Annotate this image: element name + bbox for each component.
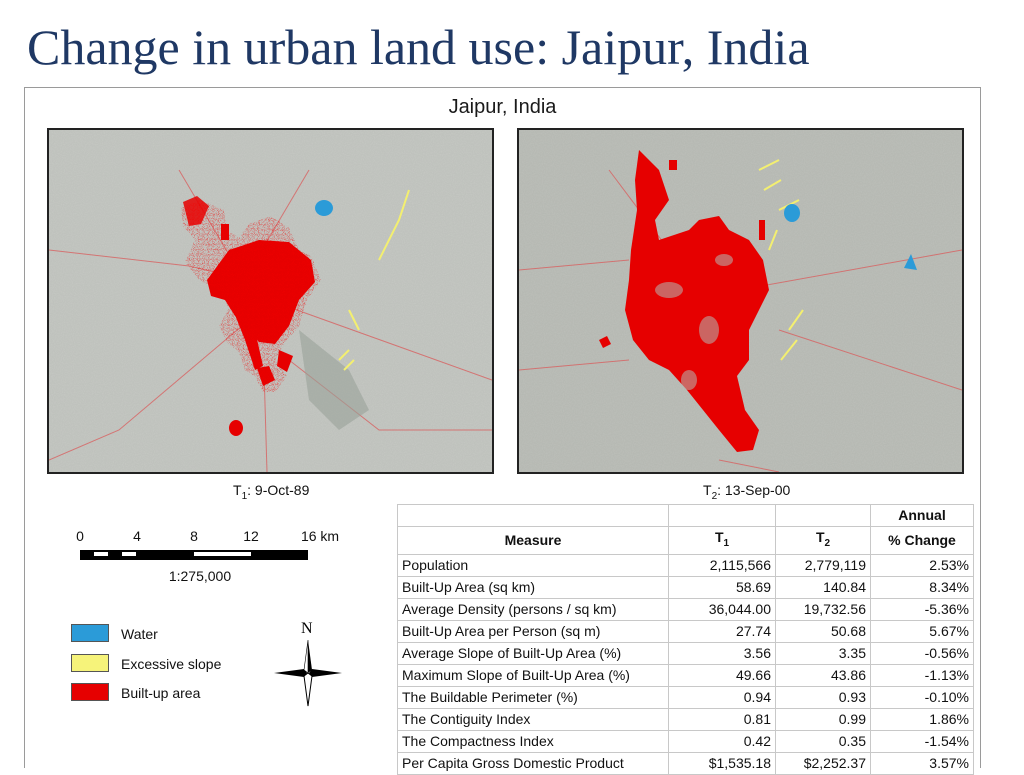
cell-change: 2.53% (870, 553, 974, 577)
north-arrow-icon: N (272, 620, 344, 710)
table-row: Maximum Slope of Built-Up Area (%) 49.66 4… (397, 663, 974, 687)
scale-bar: 0 4 8 12 16 km (76, 528, 360, 598)
cell-t1: 36,044.00 (668, 597, 776, 621)
scale-label: 8 (190, 528, 198, 544)
cell-measure: Population (397, 553, 669, 577)
table-row: Population 2,115,566 2,779,119 2.53% (397, 553, 974, 577)
cell-t2: 19,732.56 (775, 597, 871, 621)
cell-t2: 0.35 (775, 729, 871, 753)
table-header-change: % Change (870, 526, 974, 555)
cell-t1: 58.69 (668, 575, 776, 599)
cell-t2: $2,252.37 (775, 751, 871, 775)
cell-change: -1.54% (870, 729, 974, 753)
cell-change: -0.56% (870, 641, 974, 665)
table-row: The Compactness Index 0.42 0.35 -1.54% (397, 729, 974, 753)
scale-label: 12 (243, 528, 259, 544)
satellite-map-t1 (47, 128, 494, 474)
cell-t2: 3.35 (775, 641, 871, 665)
table-row: Per Capita Gross Domestic Product $1,535.… (397, 751, 974, 775)
legend-item-excessive-slope: Excessive slope (71, 654, 271, 676)
table-row: Built-Up Area per Person (sq m) 27.74 50.6… (397, 619, 974, 643)
table-header-empty (668, 504, 776, 527)
legend-swatch-built-up-area (71, 683, 109, 701)
cell-t1: 49.66 (668, 663, 776, 687)
cell-measure: Average Slope of Built-Up Area (%) (397, 641, 669, 665)
cell-t1: 0.42 (668, 729, 776, 753)
table-header-measure: Measure (397, 526, 669, 555)
map-caption-t2: T2: 13-Sep-00 (703, 482, 791, 502)
table-header-t1: T1 (668, 526, 776, 555)
slide-title: Change in urban land use: Jaipur, India (27, 19, 810, 75)
cell-measure: Built-Up Area (sq km) (397, 575, 669, 599)
table-row: Average Density (persons / sq km) 36,044.… (397, 597, 974, 621)
cell-change: -1.13% (870, 663, 974, 687)
legend-item-built-up-area: Built-up area (71, 683, 271, 705)
table-header-empty (397, 504, 669, 527)
table-row: Average Slope of Built-Up Area (%) 3.56 3.… (397, 641, 974, 665)
table-header-empty (775, 504, 871, 527)
compass-rose-icon (274, 639, 342, 707)
cell-measure: The Compactness Index (397, 729, 669, 753)
figure-panel: Jaipur, India (24, 87, 981, 775)
legend-label: Water (121, 626, 158, 642)
cell-measure: Average Density (persons / sq km) (397, 597, 669, 621)
cell-change: -0.10% (870, 685, 974, 709)
cell-measure: The Buildable Perimeter (%) (397, 685, 669, 709)
cell-t1: 27.74 (668, 619, 776, 643)
land-use-table: Annual Measure T1 T2 % Change Population… (397, 504, 974, 775)
cell-t1: 0.81 (668, 707, 776, 731)
legend-label: Built-up area (121, 685, 201, 701)
legend-swatch-water (71, 624, 109, 642)
cell-t2: 50.68 (775, 619, 871, 643)
cell-change: 1.86% (870, 707, 974, 731)
cell-t1: $1,535.18 (668, 751, 776, 775)
cell-t1: 2,115,566 (668, 553, 776, 577)
table-header-annual: Annual (870, 504, 974, 527)
cell-measure: Per Capita Gross Domestic Product (397, 751, 669, 775)
map-caption-t1: T1: 9-Oct-89 (233, 482, 310, 502)
cell-t2: 140.84 (775, 575, 871, 599)
legend-label: Excessive slope (121, 656, 222, 672)
scale-label: 4 (133, 528, 141, 544)
cell-t1: 0.94 (668, 685, 776, 709)
cell-measure: Built-Up Area per Person (sq m) (397, 619, 669, 643)
north-label: N (301, 620, 313, 637)
table-row: Built-Up Area (sq km) 58.69 140.84 8.34% (397, 575, 974, 599)
cell-measure: Maximum Slope of Built-Up Area (%) (397, 663, 669, 687)
legend-item-water: Water (71, 624, 271, 646)
cell-t2: 2,779,119 (775, 553, 871, 577)
legend-swatch-excessive-slope (71, 654, 109, 672)
scale-ratio: 1:275,000 (168, 568, 232, 584)
figure-title: Jaipur, India (448, 96, 557, 118)
cell-change: 5.67% (870, 619, 974, 643)
cell-t2: 0.93 (775, 685, 871, 709)
cell-change: 3.57% (870, 751, 974, 775)
cell-change: -5.36% (870, 597, 974, 621)
cell-change: 8.34% (870, 575, 974, 599)
cell-t2: 0.99 (775, 707, 871, 731)
table-row: The Contiguity Index 0.81 0.99 1.86% (397, 707, 974, 731)
table-header-row-1: Annual (397, 504, 974, 527)
scale-label: 16 km (300, 528, 340, 544)
table-row: The Buildable Perimeter (%) 0.94 0.93 -0.10… (397, 685, 974, 709)
scale-bar-graphic (80, 550, 308, 560)
cell-t1: 3.56 (668, 641, 776, 665)
scale-label: 0 (76, 528, 84, 544)
table-header-t2: T2 (775, 526, 871, 555)
cell-t2: 43.86 (775, 663, 871, 687)
table-header-row-2: Measure T1 T2 % Change (397, 526, 974, 555)
cell-measure: The Contiguity Index (397, 707, 669, 731)
satellite-map-t2 (517, 128, 964, 474)
